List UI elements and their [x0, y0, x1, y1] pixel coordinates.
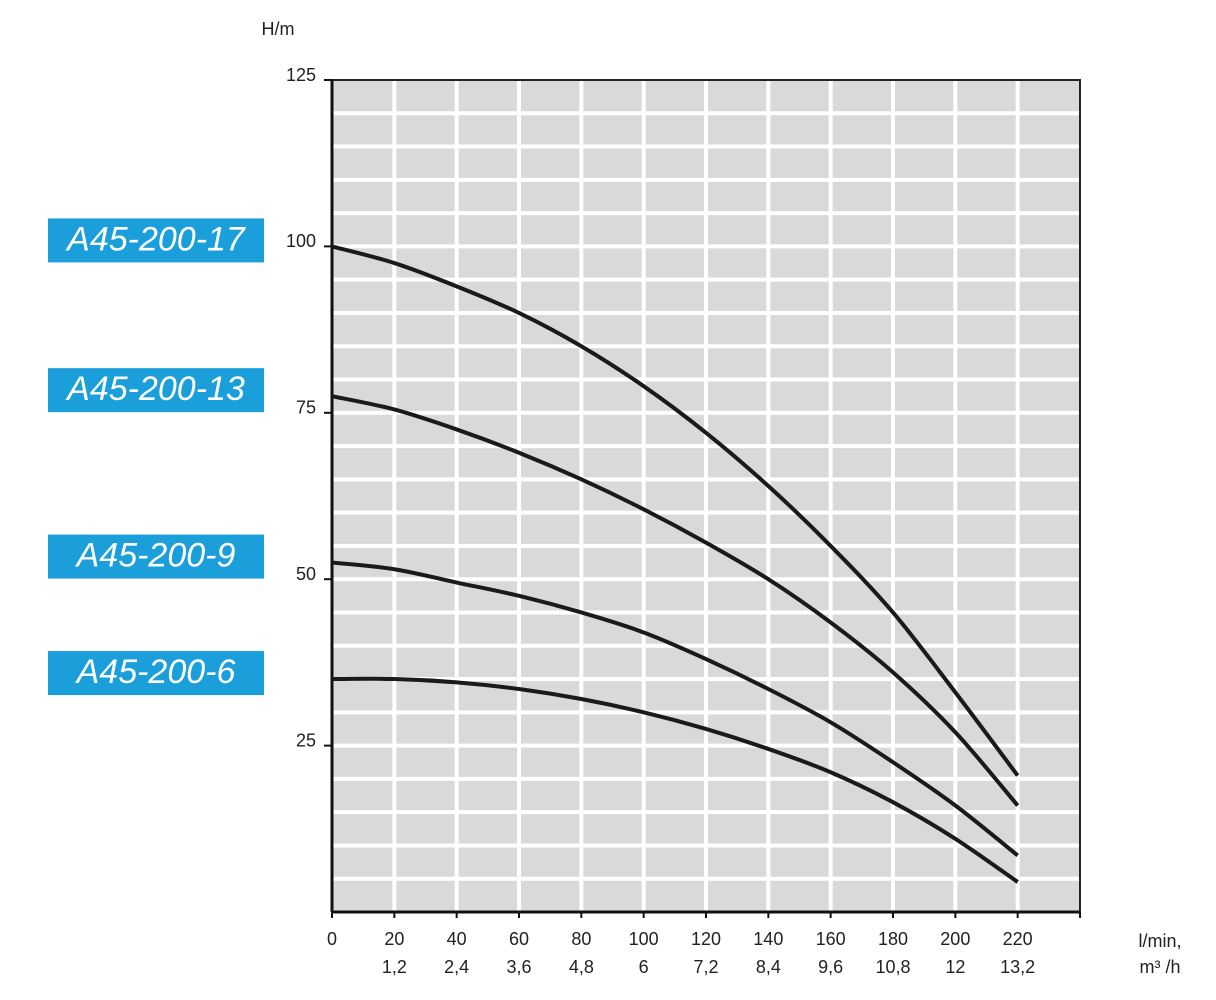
- series-label: A45-200-9: [75, 537, 236, 575]
- series-label: A45-200-13: [65, 370, 245, 408]
- x-tick-label: 60: [509, 929, 529, 949]
- x-tick-label: 180: [878, 929, 908, 949]
- x2-tick-label: 6: [639, 957, 649, 977]
- pump-curve: [331, 676, 1019, 884]
- pump-curve: [331, 560, 1019, 857]
- y-tick-label: 75: [296, 398, 316, 418]
- series-label: A45-200-17: [65, 220, 246, 258]
- y-tick-label: 125: [286, 65, 316, 85]
- y-tick-label: 50: [296, 564, 316, 584]
- x-tick-label: 200: [940, 929, 970, 949]
- x-tick-label: 20: [384, 929, 404, 949]
- x-tick-label: 120: [691, 929, 721, 949]
- series-label-box: [48, 218, 264, 263]
- y-axis-label: H/m: [262, 19, 295, 39]
- x2-tick-label: 7,2: [693, 957, 718, 977]
- x2-tick-label: 10,8: [875, 957, 910, 977]
- x2-tick-label: 2,4: [444, 957, 469, 977]
- series-label-box: [48, 368, 264, 413]
- series-label: A45-200-6: [75, 653, 236, 691]
- y-tick-label: 25: [296, 730, 316, 750]
- series-label-box: [48, 651, 264, 696]
- x-tick-label: 40: [447, 929, 467, 949]
- pump-curve: [331, 394, 1020, 807]
- y-tick-label: 100: [286, 231, 316, 251]
- x-axis-label: l/min,: [1138, 931, 1181, 951]
- x2-tick-label: 4,8: [569, 957, 594, 977]
- x2-tick-label: 13,2: [1000, 957, 1035, 977]
- x2-tick-label: 3,6: [506, 957, 531, 977]
- x-tick-label: 80: [571, 929, 591, 949]
- x2-tick-label: 9,6: [818, 957, 843, 977]
- x-tick-label: 220: [1003, 929, 1033, 949]
- x-tick-label: 100: [629, 929, 659, 949]
- x2-axis-label: m³ /h: [1139, 957, 1180, 977]
- x-tick-label: 0: [327, 929, 337, 949]
- x-tick-label: 140: [753, 929, 783, 949]
- x-tick-label: 160: [816, 929, 846, 949]
- series-label-box: [48, 534, 264, 579]
- x2-tick-label: 8,4: [756, 957, 781, 977]
- pump-curve: [331, 244, 1020, 777]
- x2-tick-label: 12: [945, 957, 965, 977]
- x2-tick-label: 1,2: [382, 957, 407, 977]
